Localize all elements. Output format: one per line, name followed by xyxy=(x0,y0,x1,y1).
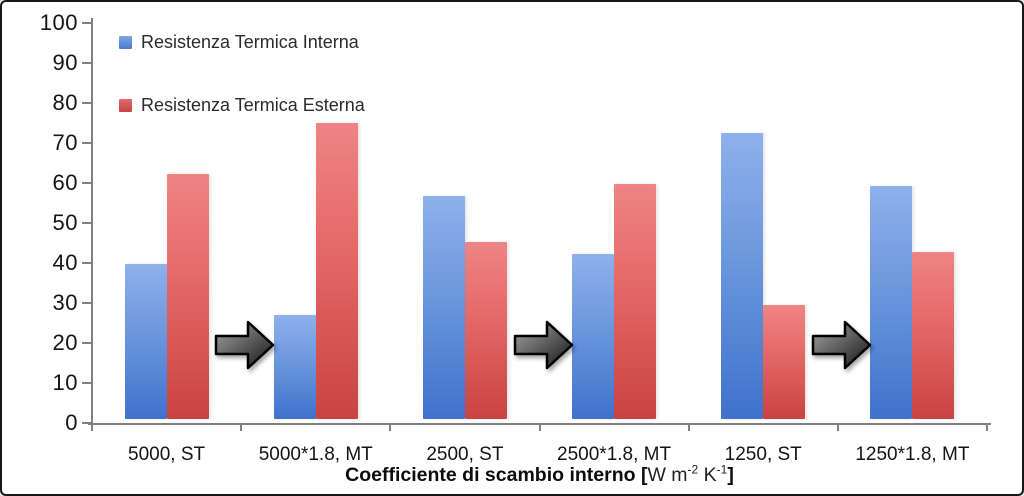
y-tick-label-80: 80 xyxy=(52,90,78,115)
x-tick-mark-2 xyxy=(389,423,392,431)
y-tick-mark-50 xyxy=(82,222,92,224)
y-tick-mark-70 xyxy=(82,142,92,144)
y-tick-mark-30 xyxy=(82,302,92,304)
y-tick-mark-10 xyxy=(82,382,92,384)
y-tick-label-70: 70 xyxy=(52,130,78,155)
bar-interna-2 xyxy=(422,195,465,419)
y-tick-label-30: 30 xyxy=(52,290,78,315)
y-tick-mark-100 xyxy=(82,22,92,24)
x-category-label-5: 1250*1.8, MT xyxy=(855,444,970,465)
x-category-label-2: 2500, ST xyxy=(426,444,504,465)
right-arrow-icon-1 xyxy=(512,315,576,375)
y-tick-mark-20 xyxy=(82,342,92,344)
y-tick-label-50: 50 xyxy=(52,210,78,235)
legend-item-interna: Resistenza Termica Interna xyxy=(119,32,365,53)
y-tick-mark-90 xyxy=(82,62,92,64)
y-tick-mark-0 xyxy=(82,422,92,424)
x-category-label-3: 2500*1.8, MT xyxy=(557,444,672,465)
right-arrow-icon-2 xyxy=(810,315,874,375)
y-tick-label-40: 40 xyxy=(52,250,78,275)
bar-esterna-0 xyxy=(166,174,209,419)
y-tick-label-0: 0 xyxy=(65,410,78,435)
right-arrow-icon-0 xyxy=(213,315,277,375)
x-category-label-4: 1250, ST xyxy=(724,444,802,465)
x-tick-mark-0 xyxy=(91,423,93,431)
y-axis-line xyxy=(91,18,93,425)
y-tick-label-100: 100 xyxy=(39,10,78,35)
y-tick-label-10: 10 xyxy=(52,370,78,395)
bar-esterna-1 xyxy=(315,123,358,419)
x-tick-mark-4 xyxy=(687,423,690,431)
x-tick-mark-5 xyxy=(836,423,839,431)
legend-label-interna: Resistenza Termica Interna xyxy=(141,32,359,52)
y-tick-mark-80 xyxy=(82,102,92,104)
bar-esterna-4 xyxy=(763,305,806,419)
bar-interna-1 xyxy=(273,315,316,419)
legend-swatch-interna-icon xyxy=(119,36,132,49)
legend-swatch-esterna-icon xyxy=(119,99,132,112)
bar-interna-3 xyxy=(572,254,615,419)
y-tick-label-60: 60 xyxy=(52,170,78,195)
x-category-label-1: 5000*1.8, MT xyxy=(258,444,373,465)
y-tick-mark-40 xyxy=(82,262,92,264)
bar-interna-5 xyxy=(870,185,913,419)
x-tick-mark-6 xyxy=(986,423,988,431)
bar-esterna-2 xyxy=(464,242,507,419)
x-axis-title-main: Coefficiente di scambio interno xyxy=(345,464,636,486)
y-tick-mark-60 xyxy=(82,182,92,184)
legend-item-esterna: Resistenza Termica Esterna xyxy=(119,95,365,116)
x-tick-mark-1 xyxy=(240,423,243,431)
legend: Resistenza Termica Interna Resistenza Te… xyxy=(119,32,365,116)
bar-esterna-3 xyxy=(614,183,657,419)
x-axis-title: Coefficiente di scambio interno [W m-2 K… xyxy=(345,462,734,487)
bar-esterna-5 xyxy=(912,251,955,419)
y-tick-label-90: 90 xyxy=(52,50,78,75)
x-tick-mark-3 xyxy=(538,423,541,431)
bar-interna-4 xyxy=(721,133,764,419)
legend-label-esterna: Resistenza Termica Esterna xyxy=(141,95,365,115)
bar-interna-0 xyxy=(124,263,167,419)
y-tick-label-20: 20 xyxy=(52,330,78,355)
x-category-label-0: 5000, ST xyxy=(128,444,206,465)
